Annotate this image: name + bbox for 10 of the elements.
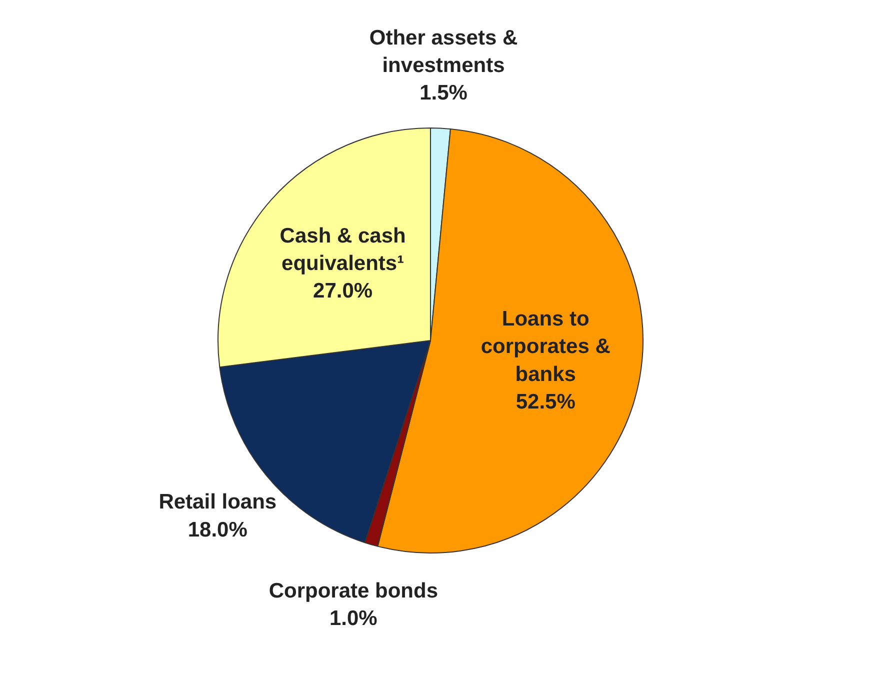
slice-label: Loans to corporates & banks xyxy=(480,308,610,386)
slice-label: Retail loans xyxy=(158,490,277,514)
data-label: 52.5% xyxy=(516,390,576,414)
data-label: 18.0% xyxy=(188,518,248,542)
slice-label: Other assets & investments xyxy=(369,26,518,77)
data-label: 27.0% xyxy=(313,280,373,303)
data-label: 1.0% xyxy=(329,607,378,630)
slice-label: Cash & cash equivalents¹ xyxy=(280,224,406,275)
slice-label: Corporate bonds xyxy=(268,580,438,603)
data-label: 1.5% xyxy=(420,82,468,105)
